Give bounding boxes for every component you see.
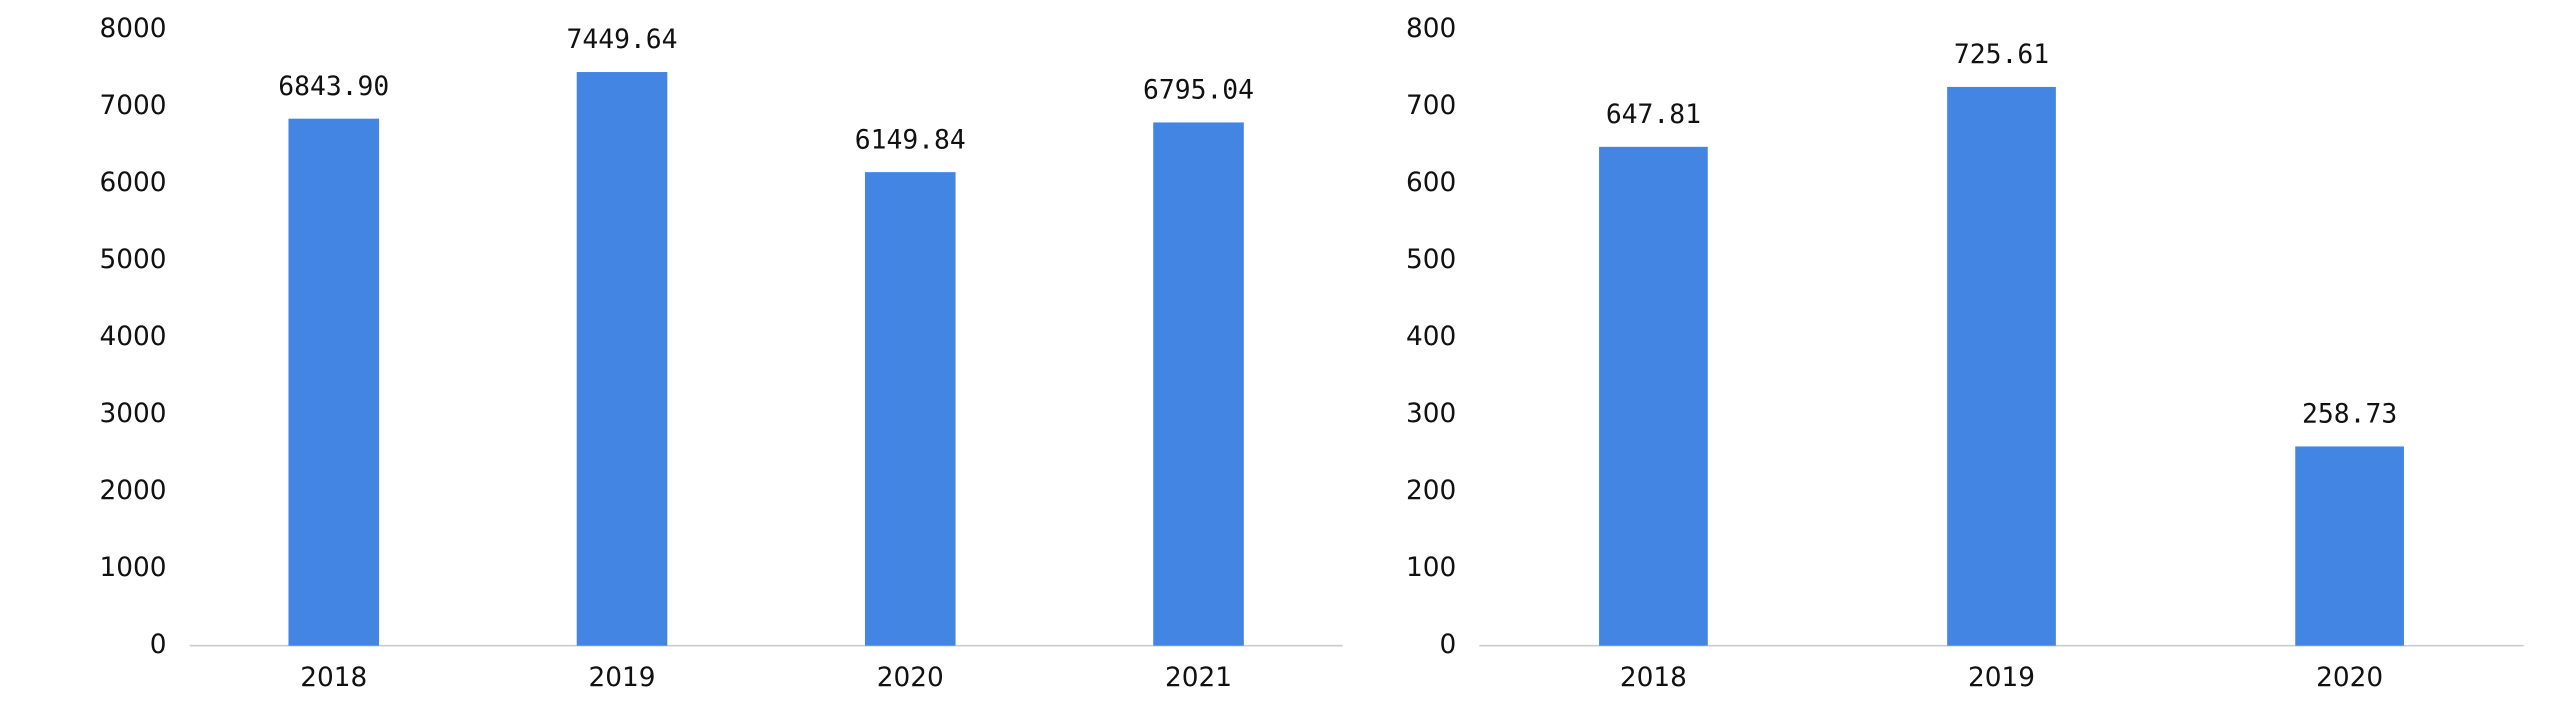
data-label: 6795.04 [1143, 76, 1254, 106]
y-tick-label: 5000 [100, 245, 167, 275]
x-tick-label: 2020 [877, 663, 944, 693]
data-label: 725.61 [1954, 40, 2049, 70]
data-label: 647.81 [1606, 100, 1701, 130]
y-tick-label: 2000 [100, 476, 167, 506]
y-tick-label: 400 [1406, 322, 1456, 352]
bar [2295, 446, 2404, 646]
data-label: 6149.84 [855, 125, 966, 155]
data-label: 258.73 [2302, 400, 2397, 430]
bar [864, 172, 956, 646]
y-tick-label: 7000 [100, 91, 167, 121]
y-tick-label: 800 [1406, 14, 1456, 44]
y-tick-label: 300 [1406, 399, 1456, 429]
y-tick-label: 4000 [100, 322, 167, 352]
y-tick-label: 200 [1406, 476, 1456, 506]
y-tick-label: 700 [1406, 91, 1456, 121]
bar [1153, 122, 1244, 646]
x-tick-label: 2018 [1620, 663, 1687, 693]
data-label: 6843.90 [278, 72, 389, 102]
bar [576, 72, 668, 646]
y-tick-label: 100 [1406, 553, 1456, 583]
x-tick-label: 2021 [1165, 663, 1232, 693]
y-tick-label: 600 [1406, 168, 1456, 198]
data-label: 7449.64 [566, 25, 677, 55]
bar [288, 118, 380, 646]
x-tick-label: 2018 [300, 663, 367, 693]
bar [1599, 146, 1708, 646]
y-tick-label: 8000 [100, 14, 167, 44]
y-tick-label: 0 [1440, 630, 1457, 660]
y-tick-label: 3000 [100, 399, 167, 429]
y-tick-label: 1000 [100, 553, 167, 583]
x-tick-label: 2019 [588, 663, 655, 693]
y-tick-label: 6000 [100, 168, 167, 198]
bar [1947, 86, 2056, 646]
x-tick-label: 2019 [1968, 663, 2035, 693]
y-tick-label: 0 [150, 630, 167, 660]
y-tick-label: 500 [1406, 245, 1456, 275]
x-tick-label: 2020 [2316, 663, 2383, 693]
